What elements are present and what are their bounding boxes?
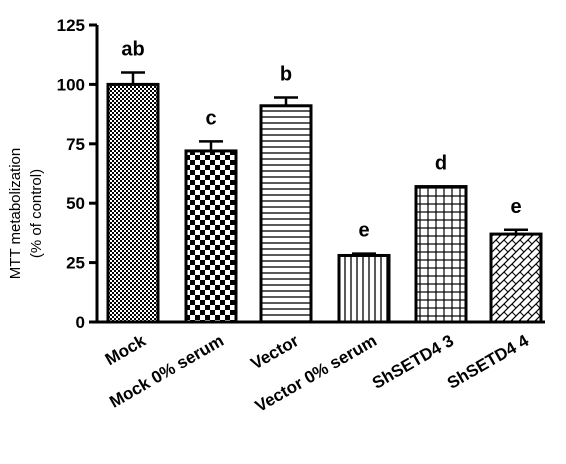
significance-label: c xyxy=(205,107,216,129)
y-tick-label: 125 xyxy=(57,16,85,35)
significance-label: d xyxy=(435,153,447,175)
category-label: Mock xyxy=(102,331,150,369)
bar-2 xyxy=(259,104,313,324)
y-tick-label: 100 xyxy=(57,75,85,94)
bar-5 xyxy=(489,232,543,324)
significance-label: e xyxy=(358,220,369,242)
bar-1 xyxy=(184,149,238,324)
bar-0 xyxy=(106,82,160,324)
y-tick-label: 0 xyxy=(76,313,85,332)
category-label: Vector xyxy=(247,331,302,374)
axes: 0 25 50 75 100 125 MTT metabolization (% of con… xyxy=(7,16,545,332)
category-label: ShSETD4 4 xyxy=(444,331,533,393)
y-tick-label: 50 xyxy=(66,194,85,213)
bars xyxy=(106,71,543,324)
bar-4 xyxy=(414,185,468,324)
y-tick-label: 75 xyxy=(66,135,85,154)
y-axis-title: (% of control) xyxy=(28,169,45,258)
y-tick-label: 25 xyxy=(66,254,85,273)
bar-3 xyxy=(337,253,391,324)
significance-label: ab xyxy=(121,39,144,61)
significance-label: b xyxy=(280,63,292,85)
significance-label: e xyxy=(510,196,521,218)
y-axis-title: MTT metabolization xyxy=(7,148,24,279)
category-label: ShSETD4 3 xyxy=(369,331,457,393)
